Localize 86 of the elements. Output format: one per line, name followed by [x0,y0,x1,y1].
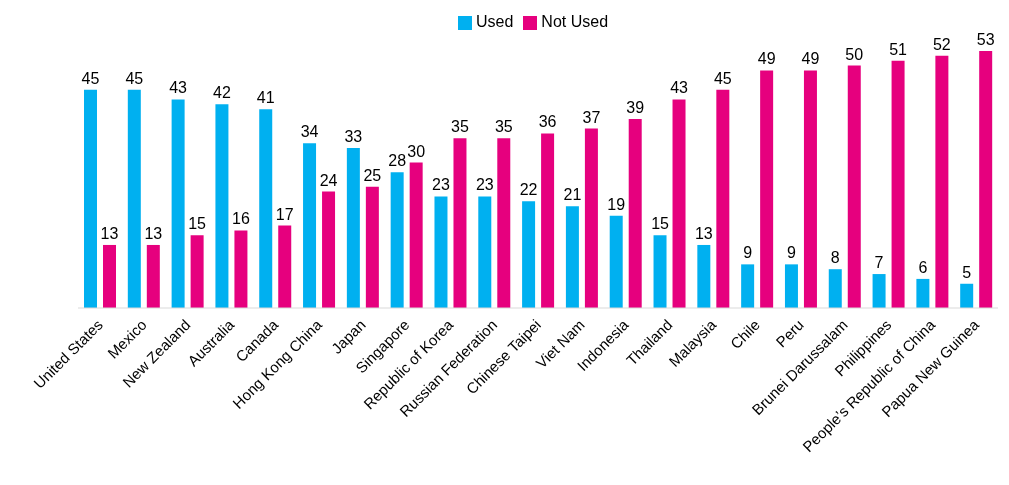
data-label: 23 [432,176,450,194]
data-label: 39 [626,98,645,116]
bar [803,70,817,308]
data-label: 19 [607,195,626,213]
data-label: 15 [651,215,670,233]
bar [653,235,667,308]
data-label: 17 [275,205,294,223]
bar [146,244,160,308]
bar [303,143,317,308]
bar [390,172,404,308]
bar [716,89,730,308]
legend-label: Used [475,13,514,30]
data-label: 51 [889,40,908,58]
data-label: 34 [300,123,319,141]
bar [609,215,623,308]
bar [916,278,930,308]
bar [346,147,360,308]
bar [697,244,711,308]
bar [434,196,448,308]
bar [190,235,204,308]
data-label: 35 [494,118,513,136]
bar [584,128,598,308]
data-label: 21 [563,186,582,204]
bar [628,118,642,308]
data-label: 43 [169,79,188,97]
bar [322,191,336,308]
bar [453,138,467,308]
data-label: 13 [100,224,119,242]
bar [872,274,886,308]
data-label: 23 [475,176,494,194]
data-label: 45 [81,69,100,87]
data-label: 33 [344,127,363,145]
data-label: 7 [874,254,884,272]
bar [979,51,993,308]
data-label: 50 [845,45,864,63]
bar [215,104,229,308]
data-label: 15 [188,215,207,233]
bar [935,55,949,308]
bar [84,89,97,308]
data-label: 53 [976,31,995,48]
data-label: 49 [801,50,820,68]
data-label: 5 [962,263,972,281]
bar [760,70,774,308]
data-label: 8 [830,249,840,267]
bar [565,206,579,308]
bar [847,65,861,308]
data-label: 49 [757,50,776,68]
data-label: 52 [932,35,951,53]
data-label: 45 [713,69,732,87]
data-label: 6 [918,258,928,276]
bar [784,264,798,308]
bar [234,230,248,308]
data-label: 13 [694,224,713,242]
data-label: 37 [582,108,601,126]
bar [259,109,273,308]
bar [741,264,755,308]
bar [127,89,141,308]
data-label: 35 [451,118,469,136]
data-label: 41 [256,89,275,107]
bar [891,60,905,308]
data-label: 45 [125,69,144,87]
data-label: 36 [538,113,557,131]
data-label: 9 [787,244,796,262]
bar [672,99,686,308]
bar [497,138,511,308]
data-label: 13 [144,224,163,242]
bar [278,225,292,308]
data-label: 25 [363,166,382,184]
data-label: 16 [232,210,250,228]
bar [960,283,974,308]
data-label: 43 [670,79,689,97]
data-label: 9 [743,244,753,262]
data-label: 30 [407,142,426,160]
data-label: 28 [388,152,407,170]
bar [409,162,423,308]
data-label: 24 [319,171,338,189]
legend-label: Not Used [541,13,609,30]
bar [541,133,555,308]
data-label: 22 [519,181,538,199]
bar [103,244,116,308]
bar [522,201,536,308]
bar [478,196,492,308]
bar [171,99,185,308]
data-label: 42 [213,84,231,102]
bar [365,186,379,308]
bar [828,269,842,308]
